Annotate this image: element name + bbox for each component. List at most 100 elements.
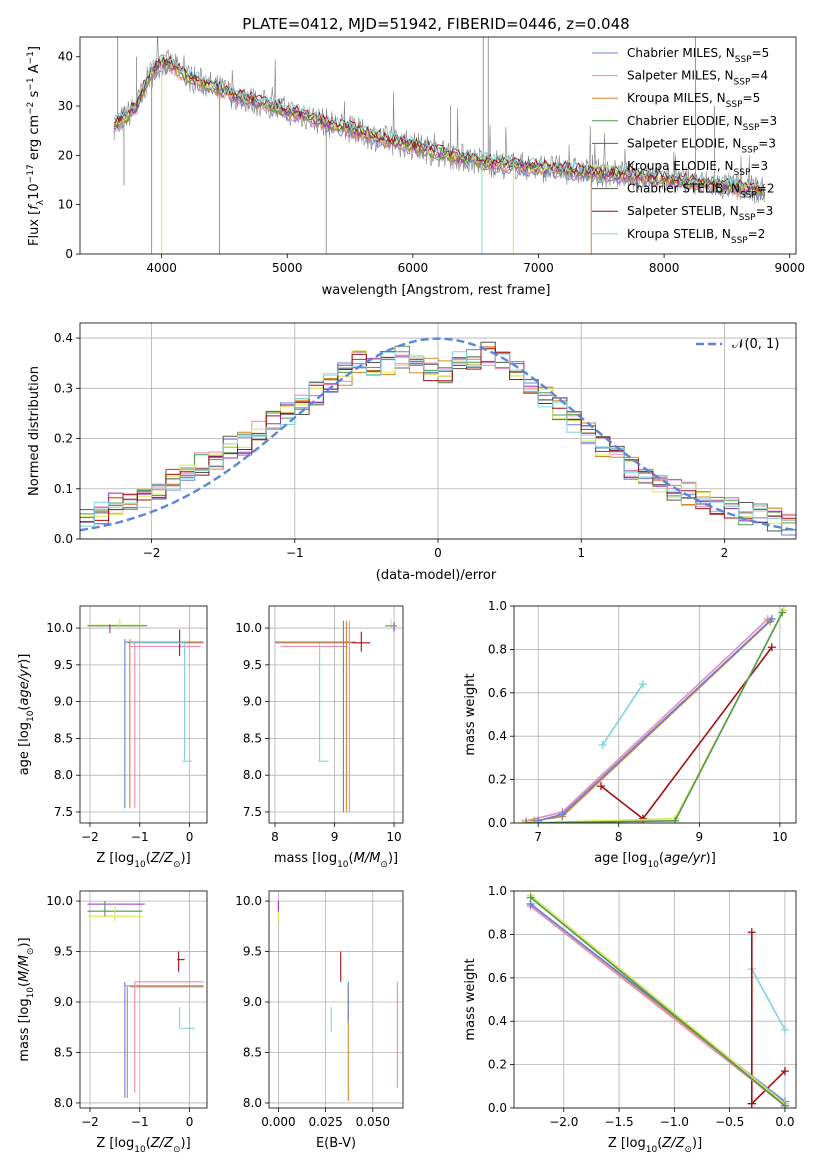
- legend-label: Salpeter STELIB, NSSP=3: [627, 204, 773, 223]
- y-tick-label: 0.0: [488, 816, 507, 830]
- y-tick-label: 0.4: [488, 729, 507, 743]
- y-tick-label: 9.0: [54, 995, 73, 1009]
- y-tick-label: 40: [58, 50, 73, 64]
- label-part: −17: [26, 164, 36, 183]
- label-part: SSP: [735, 55, 752, 65]
- plot-area-weight_vs_Z: [526, 891, 789, 1108]
- y-tick-label: 0.0: [488, 1101, 507, 1115]
- label-part: SSP: [740, 191, 757, 201]
- y-tick-label: 9.0: [243, 995, 262, 1009]
- y-tick-label: 0.6: [488, 971, 507, 985]
- y-tick-label: 9.5: [243, 658, 262, 672]
- label-part: =5: [752, 46, 770, 60]
- label-part: (: [659, 851, 664, 866]
- label-part: 10: [647, 860, 659, 870]
- y-tick-label: 0.0: [54, 532, 73, 546]
- legend-label: 𝒩(0, 1): [732, 337, 779, 352]
- label-part: =2: [748, 227, 766, 241]
- y-tick-label: 20: [58, 148, 73, 162]
- label-part: (: [17, 982, 32, 987]
- label-part: s: [27, 90, 42, 101]
- model-kroupa_stelib: [113, 53, 765, 190]
- label-part: (: [17, 706, 32, 711]
- label-part: ⊙: [380, 860, 388, 870]
- figure-title: PLATE=0412, MJD=51942, FIBERID=0446, z=0…: [242, 15, 629, 33]
- label-part: )]: [692, 1136, 702, 1151]
- label-part: SSP: [734, 78, 751, 88]
- y-tick-label: 8.0: [243, 1096, 262, 1110]
- y-tick-label: 7.5: [243, 805, 262, 819]
- x-tick-label: 10: [386, 830, 401, 844]
- label-part: =3: [759, 114, 777, 128]
- label-part: SSP: [743, 123, 760, 133]
- label-part: ]: [27, 46, 42, 51]
- x-tick-label: 8000: [649, 261, 680, 275]
- weight-point-chabrier_miles: [534, 816, 543, 823]
- weight-point-salpeter_stelib: [767, 643, 776, 652]
- x-tick-label: 0: [186, 830, 194, 844]
- label-part: erg cm: [27, 115, 42, 164]
- label-part: =3: [758, 136, 776, 150]
- legend-label: Chabrier MILES, NSSP=5: [627, 46, 769, 65]
- weight-point-salpeter_stelib: [597, 782, 606, 791]
- legend-label: Salpeter MILES, NSSP=4: [627, 69, 768, 88]
- label-part: (: [657, 1136, 662, 1151]
- axes-frame: [268, 890, 404, 1109]
- weight-point-salpeter_stelib: [747, 1099, 756, 1108]
- x-tick-label: 9: [331, 830, 339, 844]
- weight-point-chabrier_miles: [767, 615, 776, 624]
- label-part: (: [349, 851, 354, 866]
- legend-label: Chabrier STELIB, NSSP=2: [627, 182, 775, 201]
- label-part: ⊙: [26, 948, 36, 956]
- weight-point-kroupa_elodie: [518, 819, 527, 823]
- histogram-salpeter_stelib: [80, 348, 796, 523]
- label-part: −1: [26, 51, 36, 64]
- label-part: ⊙: [684, 1145, 692, 1155]
- label-part: =3: [750, 159, 768, 173]
- x-tick-label: −1.0: [660, 1115, 689, 1129]
- axes-frame: [79, 605, 208, 824]
- label-part: mass [log: [17, 998, 32, 1061]
- weight-line-salpeter_stelib: [600, 646, 773, 820]
- x-tick-label: −1: [286, 546, 304, 560]
- label-part: SSP: [734, 168, 751, 178]
- label-part: Z [log: [96, 1136, 134, 1151]
- label-part: =2: [757, 182, 775, 196]
- weight-point-salpeter_stelib: [780, 1067, 789, 1076]
- label-part: 10: [27, 183, 42, 200]
- label-part: (: [146, 851, 151, 866]
- weight-point-chabrier_elodie: [780, 1101, 789, 1108]
- y-tick-label: 0.1: [54, 482, 73, 496]
- label-part: Kroupa STELIB, N: [627, 227, 731, 241]
- label-part: 10: [26, 987, 36, 999]
- label-part: Z/Z: [661, 1136, 685, 1151]
- x-tick-label: −2: [143, 546, 161, 560]
- weight-point-salpeter_stelib: [747, 928, 756, 937]
- label-part: Z/Z: [150, 1136, 174, 1151]
- axes-frame: [79, 36, 797, 255]
- weight-line-kroupa_stelib: [751, 968, 786, 1031]
- y-axis-label: Flux [fλ10−17 erg cm−2 s−1 A−1]: [26, 46, 46, 246]
- label-part: (: [146, 1136, 151, 1151]
- label-part: f: [27, 203, 42, 210]
- x-axis-label: Z [log10(Z/Z⊙)]: [96, 1136, 190, 1155]
- x-tick-label: 7: [534, 830, 542, 844]
- label-part: =4: [750, 69, 768, 83]
- y-tick-label: 8.0: [54, 1096, 73, 1110]
- y-tick-label: 8.5: [243, 731, 262, 745]
- y-tick-label: 10.0: [46, 894, 73, 908]
- label-part: age [log: [17, 722, 32, 775]
- label-part: Kroupa ELODIE, N: [627, 159, 734, 173]
- plot-area-residuals: [80, 337, 796, 536]
- x-tick-label: 1: [577, 546, 585, 560]
- weight-line-salpeter_miles: [530, 905, 786, 1107]
- x-tick-label: 9: [695, 830, 703, 844]
- label-part: λ: [36, 199, 46, 205]
- y-tick-label: 1.0: [488, 884, 507, 898]
- label-part: )]: [388, 851, 398, 866]
- label-part: 10: [134, 860, 146, 870]
- label-part: SSP: [731, 236, 748, 246]
- x-tick-label: 5000: [272, 261, 303, 275]
